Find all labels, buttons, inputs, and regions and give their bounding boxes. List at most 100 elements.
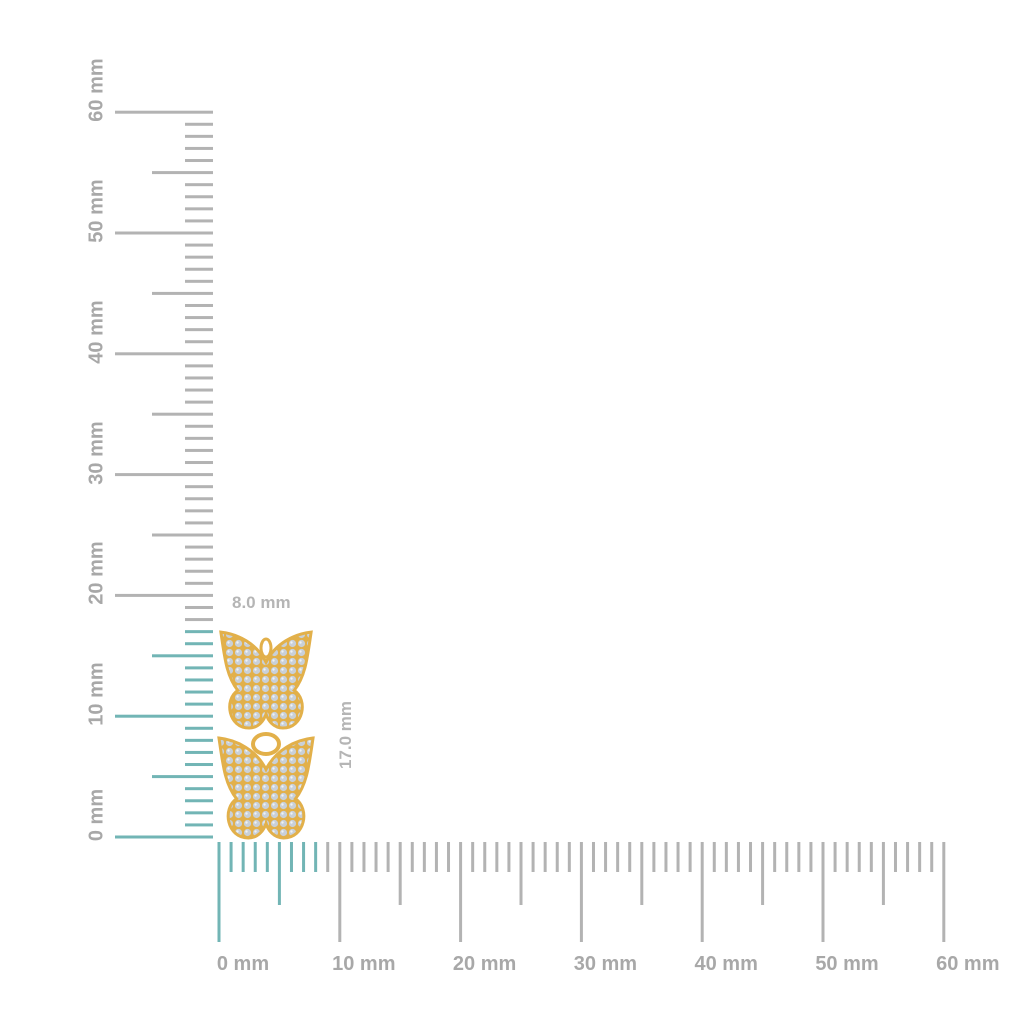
horizontal-ruler-tick xyxy=(749,842,753,872)
horizontal-ruler-tick xyxy=(845,842,849,872)
vertical-ruler-tick xyxy=(185,509,213,513)
vertical-ruler-label: 60 mm xyxy=(85,58,108,122)
vertical-ruler-tick xyxy=(185,630,213,634)
horizontal-ruler-tick xyxy=(326,842,330,872)
vertical-ruler-tick xyxy=(185,146,213,150)
horizontal-ruler-tick xyxy=(736,842,740,872)
horizontal-ruler-tick xyxy=(640,842,644,905)
horizontal-ruler-label: 30 mm xyxy=(573,953,638,975)
vertical-ruler-tick xyxy=(185,340,213,344)
horizontal-ruler-tick xyxy=(893,842,897,872)
horizontal-ruler-tick xyxy=(289,842,293,872)
vertical-ruler-tick xyxy=(185,207,213,211)
horizontal-ruler-tick xyxy=(869,842,873,872)
horizontal-ruler-tick xyxy=(217,842,221,942)
horizontal-ruler-tick xyxy=(265,842,269,872)
vertical-ruler-tick xyxy=(185,195,213,199)
horizontal-ruler-label: 50 mm xyxy=(815,953,879,975)
horizontal-ruler-tick xyxy=(386,842,390,872)
vertical-ruler-tick xyxy=(185,219,213,223)
vertical-ruler-label: 40 mm xyxy=(85,300,108,364)
vertical-ruler-tick xyxy=(185,122,213,126)
vertical-ruler-tick xyxy=(185,690,213,694)
vertical-ruler-tick xyxy=(185,763,213,767)
vertical-ruler-tick xyxy=(152,775,213,779)
horizontal-ruler-tick xyxy=(495,842,499,872)
vertical-ruler-tick xyxy=(152,291,213,295)
horizontal-ruler-tick xyxy=(616,842,620,872)
vertical-ruler-tick xyxy=(115,835,213,839)
horizontal-ruler-label: 10 mm xyxy=(332,953,396,975)
horizontal-ruler-tick xyxy=(604,842,608,872)
width-dimension-label: 8.0 mm xyxy=(232,593,291,612)
vertical-ruler-tick xyxy=(185,666,213,670)
horizontal-ruler-tick xyxy=(543,842,547,872)
vertical-ruler-tick xyxy=(185,388,213,392)
vertical-ruler-tick xyxy=(185,521,213,525)
horizontal-ruler-tick xyxy=(277,842,281,905)
horizontal-ruler-tick xyxy=(797,842,801,872)
horizontal-ruler-tick xyxy=(724,842,728,872)
vertical-ruler-tick xyxy=(185,255,213,259)
vertical-ruler-tick xyxy=(115,593,213,597)
horizontal-ruler-tick xyxy=(857,842,861,872)
butterfly-pendant xyxy=(217,736,315,840)
vertical-ruler-tick xyxy=(115,231,213,235)
vertical-ruler-tick xyxy=(185,642,213,646)
vertical-ruler-tick xyxy=(185,448,213,452)
horizontal-ruler-tick xyxy=(447,842,451,872)
horizontal-ruler-tick xyxy=(942,842,946,942)
horizontal-ruler-tick xyxy=(422,842,426,872)
vertical-ruler-tick xyxy=(185,279,213,283)
vertical-ruler-tick xyxy=(152,654,213,658)
link-ring xyxy=(251,732,281,756)
horizontal-ruler-tick xyxy=(229,842,233,872)
horizontal-ruler-tick xyxy=(821,842,825,942)
horizontal-ruler-tick xyxy=(809,842,813,872)
horizontal-ruler-tick xyxy=(676,842,680,872)
horizontal-ruler-tick xyxy=(664,842,668,872)
vertical-ruler-tick xyxy=(152,171,213,175)
vertical-ruler-tick xyxy=(185,316,213,320)
horizontal-ruler-tick xyxy=(253,842,257,872)
vertical-ruler-tick xyxy=(185,328,213,332)
vertical-ruler-tick xyxy=(185,267,213,271)
horizontal-ruler-tick xyxy=(338,842,342,942)
vertical-ruler-tick xyxy=(185,702,213,706)
vertical-ruler-tick xyxy=(185,569,213,573)
height-dimension-label: 17.0 mm xyxy=(336,700,355,770)
butterfly-pendant xyxy=(219,630,313,730)
horizontal-ruler-tick xyxy=(434,842,438,872)
vertical-ruler-tick xyxy=(185,364,213,368)
vertical-ruler-tick xyxy=(115,473,213,477)
horizontal-ruler-tick xyxy=(531,842,535,872)
vertical-ruler-label: 20 mm xyxy=(85,541,108,606)
vertical-ruler-tick xyxy=(115,110,213,114)
horizontal-ruler-tick xyxy=(688,842,692,872)
horizontal-ruler-tick xyxy=(761,842,765,905)
horizontal-ruler-tick xyxy=(712,842,716,872)
vertical-ruler-label: 30 mm xyxy=(85,420,108,485)
horizontal-ruler-tick xyxy=(591,842,595,872)
vertical-ruler-tick xyxy=(185,485,213,489)
horizontal-ruler-tick xyxy=(930,842,934,872)
vertical-ruler-tick xyxy=(185,243,213,247)
vertical-ruler-tick xyxy=(152,533,213,537)
horizontal-ruler-tick xyxy=(918,842,922,872)
vertical-ruler-tick xyxy=(185,750,213,754)
horizontal-ruler-tick xyxy=(350,842,354,872)
vertical-ruler-tick xyxy=(185,738,213,742)
horizontal-ruler-tick xyxy=(471,842,475,872)
vertical-ruler-tick xyxy=(185,303,213,307)
vertical-ruler-tick xyxy=(185,461,213,465)
horizontal-ruler-tick xyxy=(398,842,402,905)
horizontal-ruler-tick xyxy=(507,842,511,872)
vertical-ruler-tick xyxy=(185,134,213,138)
horizontal-ruler-tick xyxy=(833,842,837,872)
horizontal-ruler-tick xyxy=(628,842,632,872)
vertical-ruler-label: 0 mm xyxy=(85,788,108,842)
horizontal-ruler-tick xyxy=(652,842,656,872)
horizontal-ruler-tick xyxy=(483,842,487,872)
vertical-ruler-tick xyxy=(185,497,213,501)
